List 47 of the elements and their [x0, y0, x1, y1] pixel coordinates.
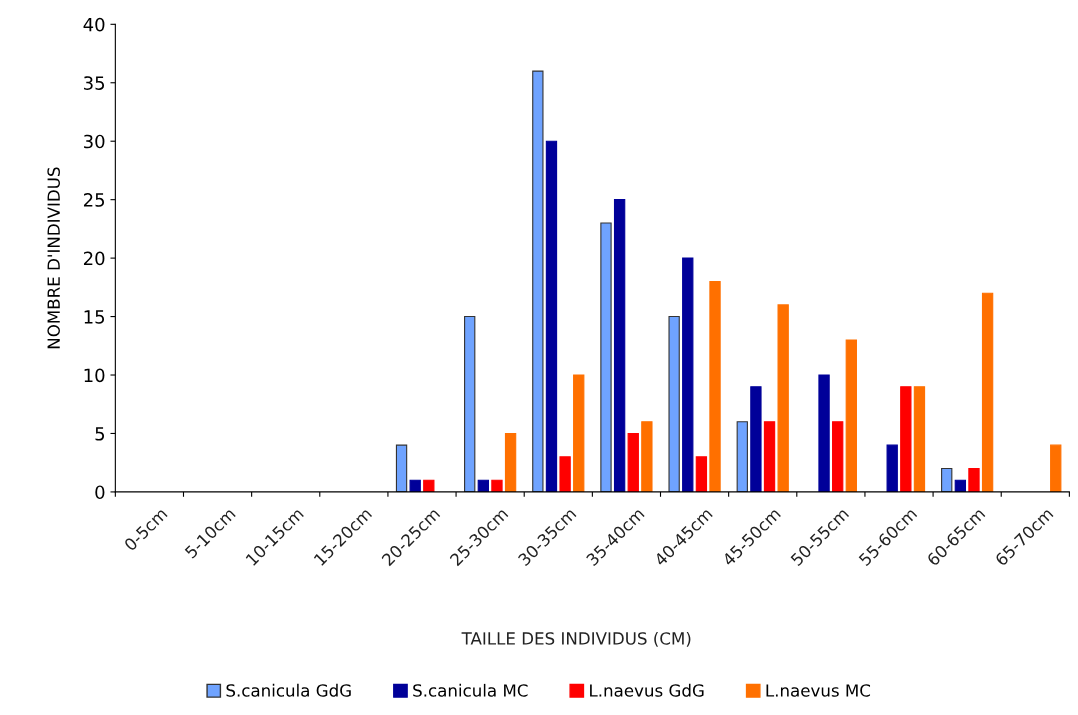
- y-tick-label: 15: [84, 310, 105, 324]
- bar: [395, 444, 408, 492]
- bar: [832, 421, 844, 492]
- y-tick-label: 5: [95, 427, 105, 441]
- y-tick-label: 30: [84, 134, 105, 149]
- bar: [668, 316, 680, 492]
- bar: [600, 222, 612, 492]
- y-tick-label: 25: [83, 193, 105, 207]
- bar: [532, 70, 544, 492]
- bar: [913, 386, 926, 492]
- y-axis-title: NOMBRE D'INDIVIDUS: [47, 167, 60, 349]
- bar: [641, 421, 653, 492]
- bar: [886, 444, 898, 492]
- bar: [709, 280, 721, 492]
- legend-label: S.canicula MC: [413, 683, 528, 697]
- y-tick-label: 40: [83, 17, 105, 32]
- bar: [423, 479, 435, 492]
- bar: [627, 432, 639, 492]
- x-axis-title: TAILLE DES INDIVIDUS (CM): [461, 631, 691, 647]
- legend-label: L.naevus GdG: [590, 683, 704, 697]
- y-tick-label: 10: [84, 368, 105, 383]
- bar: [504, 432, 517, 492]
- bar: [981, 292, 994, 492]
- bar: [545, 140, 558, 492]
- bar: [736, 421, 748, 492]
- y-tick-label: 0: [95, 485, 105, 500]
- bar: [573, 374, 585, 492]
- bar: [750, 386, 762, 492]
- bar: [941, 467, 953, 492]
- bar: [491, 479, 503, 492]
- bar: [818, 374, 830, 492]
- legend-label: L.naevus MC: [766, 684, 871, 697]
- y-tick-label: 35: [84, 76, 105, 90]
- y-tick-label: 20: [83, 251, 105, 266]
- bar: [900, 386, 912, 492]
- bar: [777, 304, 789, 492]
- bar: [695, 456, 708, 492]
- bar: [613, 199, 626, 492]
- bar: [1050, 444, 1062, 492]
- legend-label: S.canicula GdG: [226, 683, 351, 697]
- bar: [968, 467, 980, 492]
- bar: [409, 479, 421, 492]
- bar: [559, 456, 571, 492]
- bar: [845, 339, 857, 492]
- bar: [682, 257, 694, 492]
- bar: [464, 316, 476, 492]
- bar: [763, 421, 776, 492]
